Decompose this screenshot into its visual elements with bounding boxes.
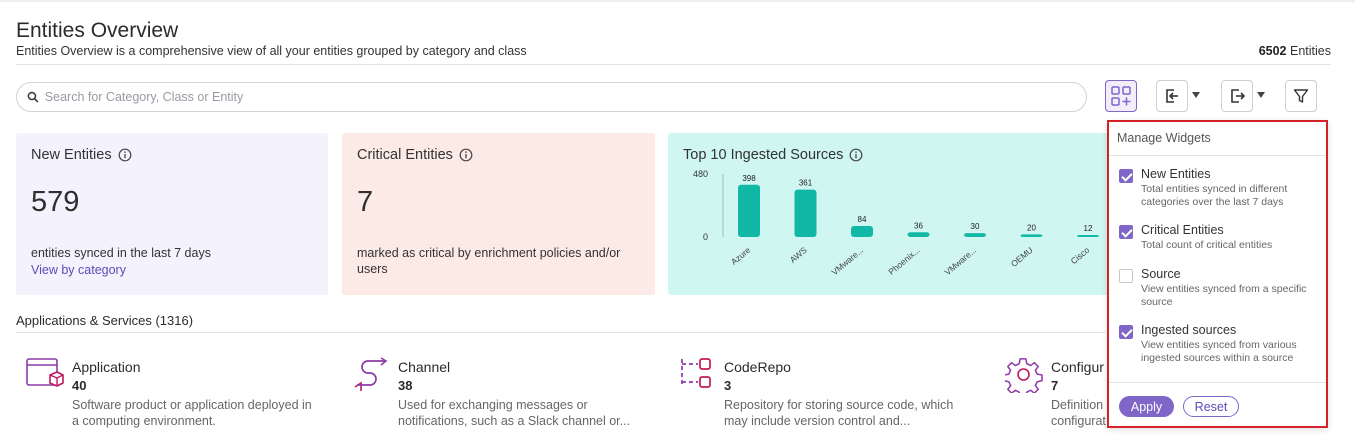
- bar-value-label: 361: [799, 179, 813, 188]
- bar-value-label: 12: [1084, 224, 1093, 233]
- search-input[interactable]: [44, 90, 1086, 104]
- apply-button[interactable]: Apply: [1119, 396, 1174, 417]
- application-icon: [26, 358, 64, 387]
- widget-checkbox[interactable]: [1119, 269, 1133, 283]
- view-by-category-link[interactable]: View by category: [31, 263, 126, 277]
- widget-label: Source: [1141, 267, 1181, 281]
- x-tick-label: OEMU: [1009, 245, 1035, 269]
- class-count: 40: [72, 378, 87, 393]
- import-icon: [1166, 89, 1178, 103]
- y-tick-label: 480: [693, 169, 708, 179]
- top-sources-title-row: Top 10 Ingested Sources: [683, 147, 863, 163]
- new-entities-card: New Entities 579 entities synced in the …: [16, 133, 328, 295]
- widget-desc: Total count of critical entities: [1141, 239, 1273, 251]
- panel-divider: [1109, 382, 1326, 383]
- manage-widgets-title: Manage Widgets: [1117, 131, 1211, 145]
- export-icon: [1231, 89, 1246, 103]
- bar-value-label: 398: [742, 174, 756, 183]
- new-entities-desc: entities synced in the last 7 days: [31, 246, 211, 260]
- widget-desc: Total entities synced in different categ…: [1141, 183, 1288, 208]
- widget-desc: View entities synced from a specific sou…: [1141, 283, 1307, 308]
- critical-entities-title-row: Critical Entities: [357, 147, 473, 163]
- bar-value-label: 36: [914, 221, 923, 230]
- x-tick-label: AWS: [788, 245, 809, 265]
- chart-bar: [794, 189, 817, 237]
- widget-checkbox[interactable]: [1119, 325, 1133, 339]
- new-entities-title-row: New Entities: [31, 147, 132, 163]
- page-subtitle: Entities Overview is a comprehensive vie…: [16, 44, 527, 58]
- widget-checkbox[interactable]: [1119, 225, 1133, 239]
- bar-value-label: 30: [971, 222, 980, 231]
- critical-entities-title: Critical Entities: [357, 147, 453, 163]
- class-count: 7: [1051, 378, 1059, 393]
- critical-entities-value: 7: [357, 186, 374, 218]
- bar-value-label: 84: [858, 215, 867, 224]
- section-divider: [16, 332, 1106, 333]
- widget-label: Ingested sources: [1141, 323, 1237, 337]
- header-divider: [16, 64, 1331, 65]
- top-border: [0, 0, 1355, 2]
- new-entities-value: 579: [31, 186, 80, 218]
- x-tick-label: VMware...: [830, 245, 866, 277]
- class-count: 3: [724, 378, 732, 393]
- filter-button[interactable]: [1285, 80, 1317, 112]
- entity-total-label: Entities: [1290, 44, 1331, 58]
- widget-label: Critical Entities: [1141, 223, 1224, 237]
- panel-divider: [1109, 155, 1326, 156]
- info-icon[interactable]: [118, 148, 132, 162]
- critical-entities-card: Critical Entities 7 marked as critical b…: [342, 133, 655, 295]
- chart-bar: [1020, 234, 1043, 237]
- search-bar[interactable]: [16, 82, 1087, 112]
- widget-desc: View entities synced from various ingest…: [1141, 339, 1297, 364]
- class-desc: Used for exchanging messages or notifica…: [398, 398, 631, 428]
- new-entities-title: New Entities: [31, 147, 112, 163]
- class-count: 38: [398, 378, 413, 393]
- class-name: Channel: [398, 359, 451, 375]
- manage-widgets-panel: Manage Widgets New Entities Total entiti…: [1107, 120, 1328, 428]
- class-name: Configur: [1051, 359, 1104, 375]
- class-name: CodeRepo: [724, 359, 791, 375]
- chart-bar: [964, 233, 986, 237]
- y-tick-label: 0: [703, 232, 708, 242]
- page-title: Entities Overview: [16, 19, 179, 42]
- widget-checkbox[interactable]: [1119, 169, 1133, 183]
- gear-icon: [1005, 358, 1043, 393]
- export-button[interactable]: [1221, 80, 1253, 112]
- class-desc: Definition configurat: [1051, 398, 1106, 428]
- x-tick-label: VMware...: [943, 245, 979, 277]
- top-sources-title: Top 10 Ingested Sources: [683, 147, 844, 163]
- top-sources-card: Top 10 Ingested Sources 480 0 398 Azure 361 A…: [668, 133, 1110, 295]
- critical-entities-desc: marked as critical by enrichment policie…: [357, 246, 621, 276]
- manage-widgets-icon: [1111, 86, 1131, 106]
- class-name: Application: [72, 359, 141, 375]
- section-title: Applications & Services (1316): [16, 313, 194, 328]
- bar-value-label: 20: [1027, 223, 1036, 232]
- info-icon[interactable]: [849, 148, 863, 162]
- class-desc: Repository for storing source code, whic…: [724, 398, 954, 428]
- chart-bar: [738, 184, 760, 237]
- filter-icon: [1293, 89, 1309, 103]
- channel-icon: [354, 357, 388, 391]
- reset-button[interactable]: Reset: [1183, 396, 1239, 417]
- class-desc: Software product or application deployed…: [72, 398, 312, 428]
- chart-bar: [851, 225, 873, 237]
- entity-total: 6502 Entities: [1259, 44, 1331, 58]
- search-icon: [27, 91, 39, 103]
- chart-bar: [1077, 235, 1099, 237]
- top-sources-chart: 480 0 398 Azure 361 AWS 84 VMware... 36 Phoenix..…: [693, 169, 1099, 277]
- chart-bar: [907, 232, 930, 237]
- import-button[interactable]: [1156, 80, 1188, 112]
- x-tick-label: Phoenix...: [886, 245, 921, 277]
- x-tick-label: Cisco: [1069, 245, 1092, 266]
- widget-label: New Entities: [1141, 167, 1211, 181]
- entity-total-count: 6502: [1258, 44, 1287, 58]
- import-dropdown-caret[interactable]: [1192, 92, 1200, 98]
- manage-widgets-button[interactable]: [1105, 80, 1137, 112]
- code-repo-icon: [681, 358, 711, 388]
- info-icon[interactable]: [459, 148, 473, 162]
- x-tick-label: Azure: [729, 245, 753, 267]
- export-dropdown-caret[interactable]: [1257, 92, 1265, 98]
